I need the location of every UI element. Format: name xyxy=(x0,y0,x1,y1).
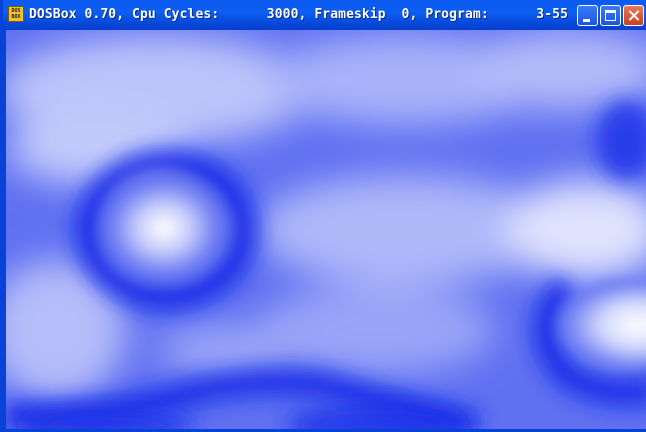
title-bar[interactable]: DOS BOX DOSBox 0.70, Cpu Cycles: 3000, Fr… xyxy=(3,0,646,30)
dosbox-app-icon[interactable]: DOS BOX xyxy=(8,6,24,22)
window-title: DOSBox 0.70, Cpu Cycles: 3000, Frameskip… xyxy=(29,7,569,22)
dos-screen[interactable] xyxy=(6,30,646,429)
close-button[interactable] xyxy=(623,5,644,26)
plasma-cloud-image xyxy=(6,30,646,429)
minimize-button[interactable] xyxy=(577,5,598,26)
maximize-button[interactable] xyxy=(600,5,621,26)
